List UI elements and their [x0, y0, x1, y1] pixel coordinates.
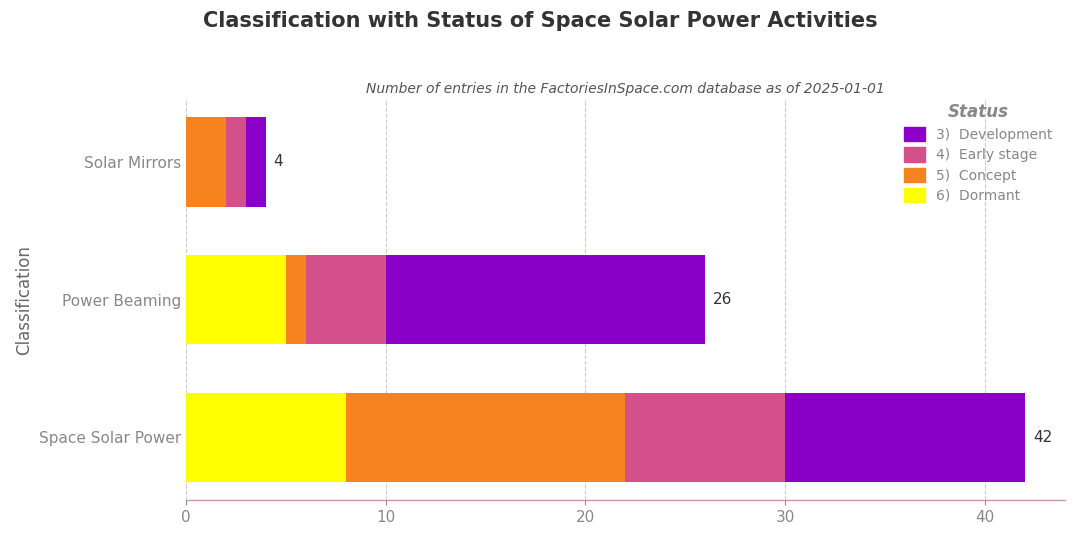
Legend: 3)  Development, 4)  Early stage, 5)  Concept, 6)  Dormant: 3) Development, 4) Early stage, 5) Conce… [899, 98, 1058, 208]
Bar [226, 117, 245, 207]
Bar [186, 393, 346, 482]
Bar [186, 117, 226, 207]
Text: Classification with Status of Space Solar Power Activities: Classification with Status of Space Sola… [203, 11, 877, 31]
Bar [306, 255, 386, 345]
Text: 4: 4 [273, 154, 283, 170]
Title: Number of entries in the FactoriesInSpace.com database as of 2025-01-01: Number of entries in the FactoriesInSpac… [366, 83, 885, 97]
Y-axis label: Classification: Classification [15, 245, 33, 355]
Bar [386, 255, 705, 345]
Text: 42: 42 [1034, 430, 1052, 445]
Bar [285, 255, 306, 345]
Bar [186, 255, 285, 345]
Bar [245, 117, 266, 207]
Bar [785, 393, 1025, 482]
Bar [346, 393, 625, 482]
Text: 26: 26 [713, 292, 732, 307]
Bar [625, 393, 785, 482]
